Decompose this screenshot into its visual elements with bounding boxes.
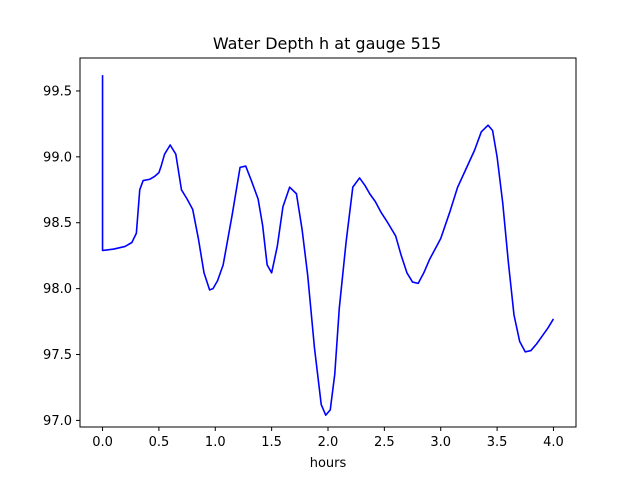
x-tick-label: 3.0	[430, 435, 451, 450]
plot-frame	[79, 57, 577, 428]
x-axis-label: hours	[310, 456, 347, 471]
x-tick-label: 4.0	[543, 435, 564, 450]
x-tick-label: 3.5	[487, 435, 508, 450]
y-tick-label: 98.5	[43, 216, 72, 231]
x-tick-label: 2.5	[374, 435, 395, 450]
plot-area	[101, 75, 555, 416]
x-tick-label: 1.0	[205, 435, 226, 450]
y-tick-label: 97.5	[43, 348, 72, 363]
x-tick-label: 0.5	[149, 435, 170, 450]
y-tick-label: 99.5	[43, 84, 72, 99]
x-axis: 0.0 0.5 1.0 1.5 2.0 2.5 3.0 3.5 4.0	[92, 427, 564, 450]
y-tick-label: 98.0	[43, 282, 72, 297]
x-tick-label: 1.5	[261, 435, 282, 450]
x-tick-label: 0.0	[92, 435, 113, 450]
y-axis: 97.0 97.5 98.0 98.5 99.0 99.5	[43, 84, 80, 429]
x-tick-label: 2.0	[318, 435, 339, 450]
chart-title: Water Depth h at gauge 515	[213, 34, 441, 53]
y-tick-label: 97.0	[43, 414, 72, 429]
series-line-0	[101, 75, 555, 416]
y-tick-label: 99.0	[43, 150, 72, 165]
